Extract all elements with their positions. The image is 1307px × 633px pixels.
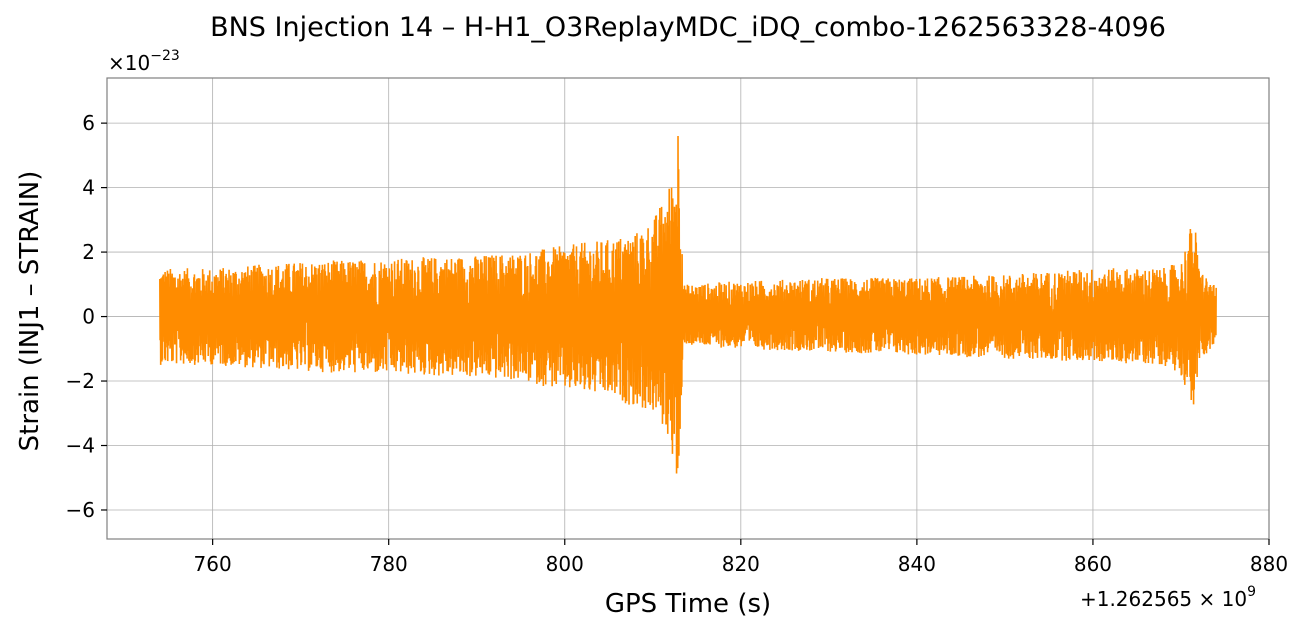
x-tick-label: 760 [194,552,232,576]
x-offset-label: +1.262565 × 109 [1080,584,1256,611]
y-multiplier-label: ×10−23 [108,48,180,75]
y-axis-label: Strain (INJ1 – STRAIN) [15,171,45,452]
x-axis-label: GPS Time (s) [605,589,771,619]
axis-ticks: 760 780 800 820 840 860 880 −6 −4 −2 0 2 4 6 [66,111,1289,576]
x-tick-label: 840 [898,552,936,576]
strain-series [159,135,1217,474]
strain-line [159,135,1217,474]
y-tick-label: −4 [66,434,95,458]
x-tick-label: 860 [1074,552,1112,576]
x-tick-label: 800 [546,552,584,576]
x-tick-label: 820 [722,552,760,576]
x-tick-label: 880 [1250,552,1288,576]
y-tick-label: 4 [82,176,95,200]
y-tick-label: 6 [82,111,95,135]
plot-frame [106,77,1270,540]
x-tick-label: 780 [370,552,408,576]
y-tick-label: 0 [82,305,95,329]
chart-title: BNS Injection 14 – H-H1_O3ReplayMDC_iDQ_… [210,12,1166,43]
y-tick-label: −2 [66,369,95,393]
y-tick-label: −6 [66,498,95,522]
y-tick-label: 2 [82,240,95,264]
